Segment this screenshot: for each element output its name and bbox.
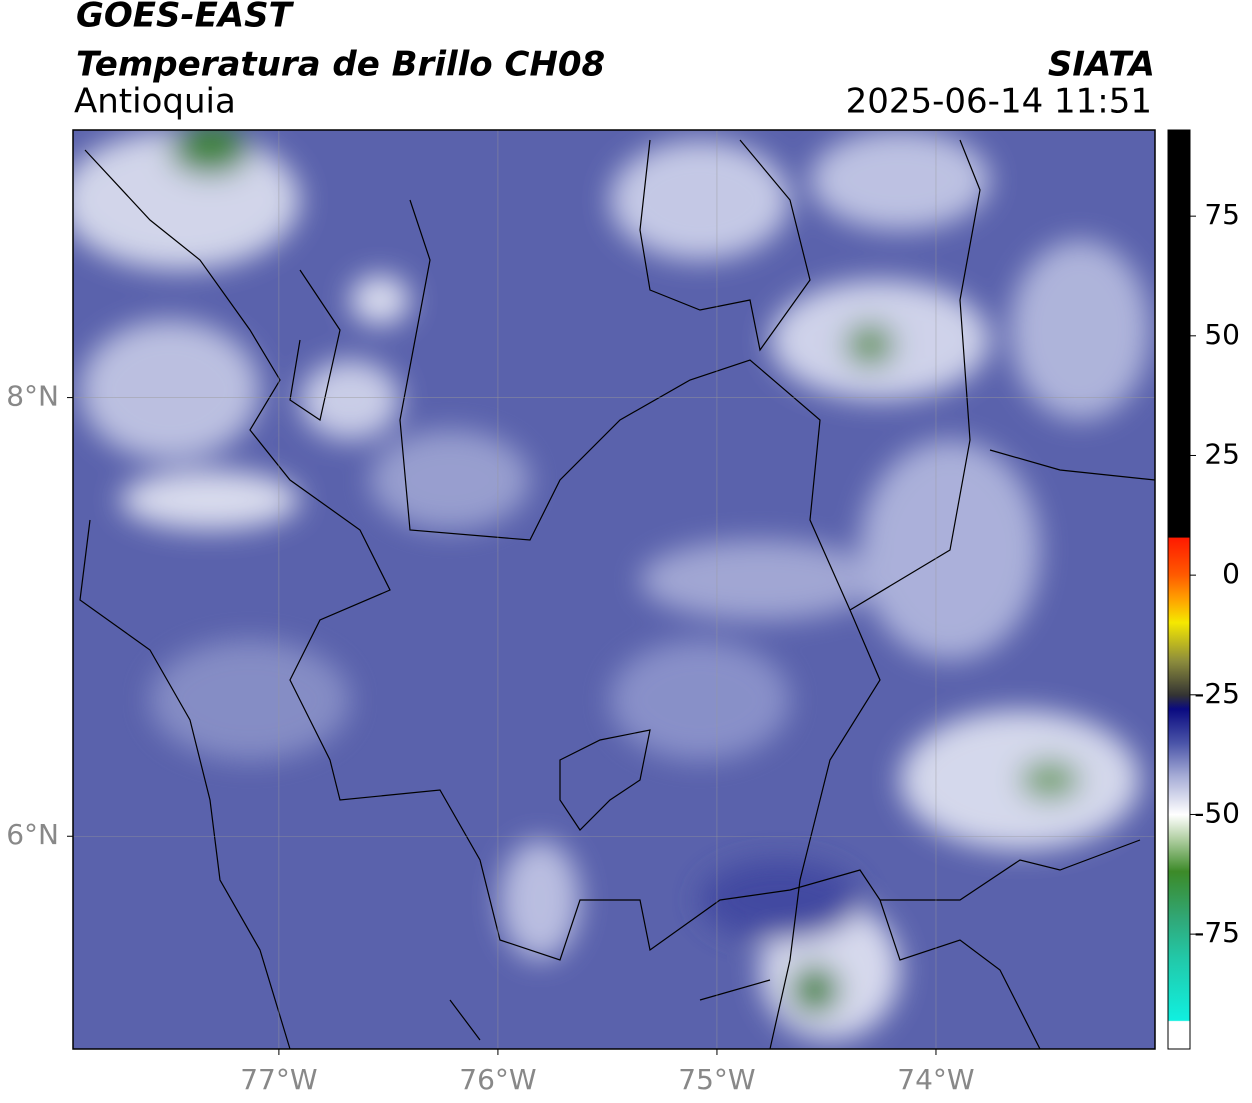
satellite-image <box>73 130 1155 1049</box>
y-tick-label: 8°N <box>6 380 59 413</box>
colorbar-tick-label: -25 <box>1194 677 1240 710</box>
subtitle: Temperatura de Brillo CH08 <box>76 45 605 85</box>
datetime: 2025-06-14 11:51 <box>846 82 1152 122</box>
colorbar-tick-label: 0 <box>1222 557 1240 590</box>
graticule <box>73 130 1155 1049</box>
title: GOES-EAST <box>76 0 295 36</box>
x-tick-label: 75°W <box>678 1063 755 1096</box>
x-tick-label: 76°W <box>459 1063 536 1096</box>
colorbar-tick-label: 50 <box>1204 318 1240 351</box>
x-tick-label: 77°W <box>240 1063 317 1096</box>
x-tick-label: 74°W <box>897 1063 974 1096</box>
region: Antioquia <box>74 82 236 122</box>
colorbar-tick-label: 75 <box>1204 198 1240 231</box>
colorbar <box>1167 129 1191 1050</box>
source: SIATA <box>1048 45 1155 85</box>
map-frame <box>72 129 1156 1050</box>
colorbar-tick-label: 25 <box>1204 437 1240 470</box>
colorbar-tick-label: -75 <box>1194 916 1240 949</box>
colorbar-tick-label: -50 <box>1194 796 1240 829</box>
y-tick-label: 6°N <box>6 818 59 851</box>
